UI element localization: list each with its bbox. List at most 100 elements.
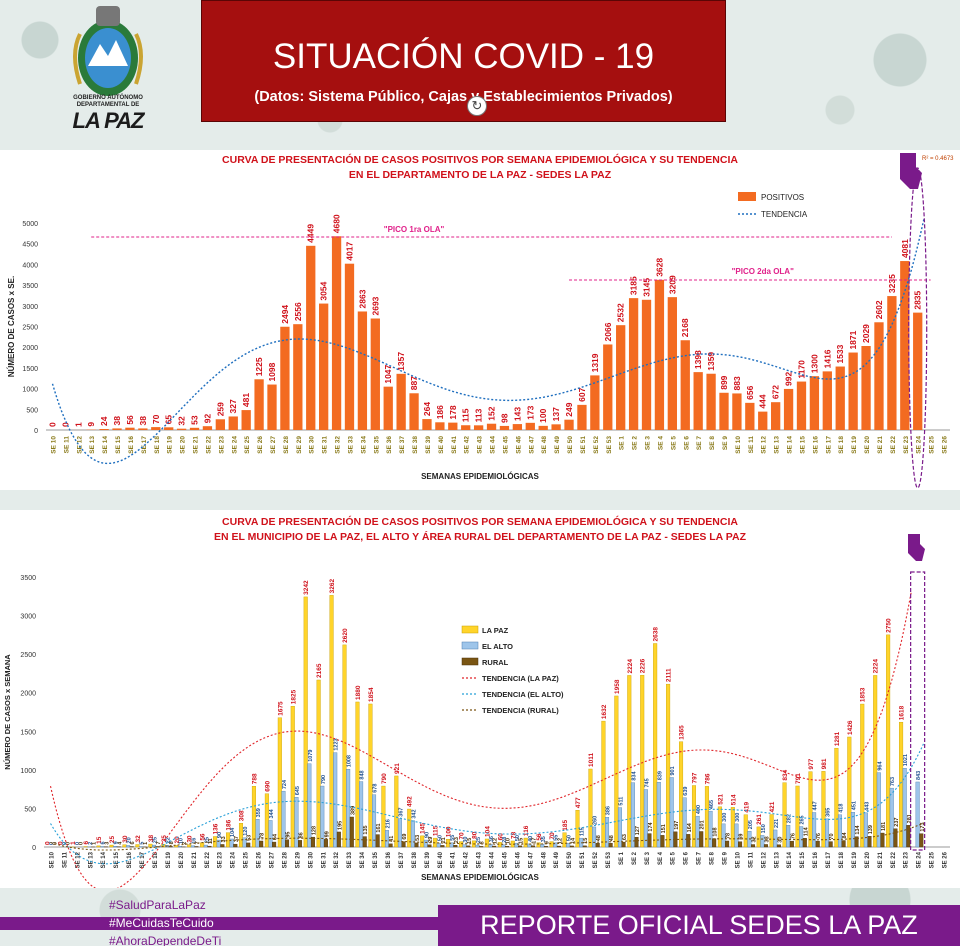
chart1-bar bbox=[848, 352, 858, 430]
chart2-xtick: SE 33 bbox=[347, 851, 353, 868]
chart1-ytick: 1500 bbox=[22, 366, 38, 373]
chart2-bar-2 bbox=[686, 834, 691, 848]
chart1-legend-trend: TENDENCIA bbox=[761, 210, 808, 219]
chart2-data-label: 37 bbox=[234, 836, 240, 842]
chart2-xtick: SE 20 bbox=[179, 851, 185, 868]
chart2-data-label: 1675 bbox=[277, 701, 284, 716]
chart1-xtick: SE 4 bbox=[657, 436, 664, 450]
chart2-xtick: SE 27 bbox=[270, 851, 276, 868]
chart2-xtick: SE 47 bbox=[528, 851, 534, 868]
chart2-bar-1 bbox=[384, 830, 389, 848]
chart2-data-label: 14 bbox=[570, 837, 576, 844]
chart1-xtick: SE 1 bbox=[619, 436, 626, 450]
chart2-data-label: 114 bbox=[803, 826, 809, 836]
chart2-bar-1 bbox=[708, 810, 713, 848]
chart2-data-label: 300 bbox=[722, 813, 728, 822]
chart2-bar-1 bbox=[643, 789, 648, 848]
chart1-bar bbox=[874, 322, 884, 430]
chart2-data-label: 15 bbox=[519, 838, 525, 844]
chart2-data-label: 55 bbox=[554, 835, 560, 841]
chart1-bar bbox=[448, 422, 458, 430]
chart2-bar-1 bbox=[889, 787, 894, 848]
chart2-bar-1 bbox=[553, 842, 558, 848]
chart1-ytick: 3000 bbox=[22, 304, 38, 311]
chart2-bar-0 bbox=[549, 841, 554, 848]
chart2-xtick: SE 17 bbox=[140, 851, 146, 868]
chart2-data-label: 1618 bbox=[899, 705, 906, 720]
chart2-data-label: 2638 bbox=[653, 627, 660, 642]
chart2-bar-2 bbox=[841, 840, 846, 848]
rotate-handle-icon[interactable]: ↻ bbox=[467, 96, 487, 116]
chart2-bar-1 bbox=[566, 842, 571, 848]
chart1-data-label: 2693 bbox=[370, 296, 380, 315]
chart2-data-label: 400 bbox=[696, 805, 702, 814]
chart2-bar-1 bbox=[501, 844, 506, 848]
chart1-data-label: 327 bbox=[228, 399, 238, 413]
chart1-bar bbox=[913, 312, 923, 430]
chart2-xtick: SE 21 bbox=[878, 851, 884, 868]
chart2-bar-0 bbox=[588, 768, 593, 848]
chart2-xtick: SE 50 bbox=[567, 851, 573, 868]
chart2-legend-swatch-2 bbox=[461, 657, 479, 666]
chart1-bar bbox=[357, 311, 368, 430]
chart2-data-label: 419 bbox=[743, 801, 750, 812]
chart2-data-label: 128 bbox=[311, 826, 317, 835]
chart2-data-label: 514 bbox=[730, 794, 737, 805]
chart1-data-label: 4017 bbox=[344, 242, 354, 261]
chart2-bar-1 bbox=[630, 782, 635, 848]
chart1-xtick: SE 9 bbox=[722, 436, 729, 450]
chart1-xtick: SE 12 bbox=[76, 436, 83, 454]
chart2-data-label: 2620 bbox=[342, 628, 349, 643]
chart2-xtick: SE 12 bbox=[761, 851, 767, 868]
chart2-data-label: 797 bbox=[691, 772, 698, 783]
hand-pointer-icon bbox=[908, 534, 925, 561]
chart1-data-label: 672 bbox=[771, 385, 781, 399]
chart2-data-label: 15 bbox=[96, 836, 103, 844]
chart2-bar-0 bbox=[860, 703, 865, 848]
chart2-data-label: 29 bbox=[428, 837, 434, 843]
chart2-xtick: SE 48 bbox=[541, 851, 547, 868]
chart1-xtick: SE 40 bbox=[438, 436, 445, 454]
chart1-xtick: SE 22 bbox=[890, 436, 897, 454]
chart2-data-label: 790 bbox=[321, 775, 327, 784]
chart1-bar bbox=[280, 326, 290, 430]
chart1-bar bbox=[719, 392, 729, 430]
chart1-bar bbox=[435, 422, 445, 430]
chart2-data-label: 790 bbox=[381, 773, 388, 784]
chart2-xtick: SE 39 bbox=[425, 851, 431, 868]
chart2-data-label: 70 bbox=[549, 832, 556, 840]
chart2-bar-1 bbox=[902, 768, 907, 848]
chart2-data-label: 9 bbox=[114, 841, 120, 844]
chart2-xtick: SE 38 bbox=[412, 851, 418, 868]
chart2-data-label: 788 bbox=[251, 773, 258, 784]
chart1-xtick: SE 27 bbox=[270, 436, 277, 454]
chart2-xtick: SE 10 bbox=[49, 851, 55, 868]
chart2-data-label: 56 bbox=[536, 833, 543, 841]
hashtag-1: #SaludParaLaPaz bbox=[109, 898, 206, 912]
chart2-data-label: 95 bbox=[286, 832, 292, 838]
chart2-bar-2 bbox=[220, 844, 225, 848]
chart2-xtick: SE 13 bbox=[88, 851, 94, 868]
chart1-data-label: 1533 bbox=[835, 344, 845, 363]
chart2-highlight-box bbox=[910, 571, 926, 851]
chart1-highlight-ellipse bbox=[908, 167, 928, 489]
chart2-data-label: 977 bbox=[808, 758, 815, 769]
chart2-data-label: 30 bbox=[463, 837, 469, 843]
chart2-data-label: 300 bbox=[735, 813, 741, 822]
chart2-data-label: 6 bbox=[130, 841, 136, 844]
chart2-data-label: 15 bbox=[467, 838, 473, 844]
chart2-data-label: 834 bbox=[782, 769, 789, 780]
chart2-data-label: 281 bbox=[907, 814, 913, 823]
chart2-data-label: 86 bbox=[299, 832, 305, 838]
chart2-xtick: SE 15 bbox=[800, 851, 806, 868]
chart1-xtick: SE 11 bbox=[748, 436, 755, 454]
chart2-data-label: 78 bbox=[726, 833, 732, 839]
chart2-bar-2 bbox=[518, 845, 523, 848]
chart2-xtick: SE 24 bbox=[231, 851, 237, 868]
chart1-bar bbox=[499, 425, 510, 430]
chart2-data-label: 69 bbox=[739, 834, 745, 840]
chart2-data-label: 35 bbox=[541, 836, 547, 842]
chart2-bar-0 bbox=[303, 596, 308, 848]
chart2-bar-0 bbox=[355, 701, 360, 848]
chart2-xtick: SE 11 bbox=[748, 851, 754, 868]
